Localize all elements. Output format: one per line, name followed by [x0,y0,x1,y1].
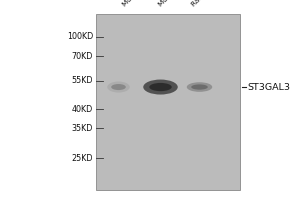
Text: 100KD: 100KD [67,32,93,41]
Text: Mouse heart: Mouse heart [158,0,194,8]
Text: 25KD: 25KD [71,154,93,163]
Text: ST3GAL3: ST3GAL3 [248,83,290,92]
Text: 40KD: 40KD [72,105,93,114]
Ellipse shape [187,82,212,92]
Ellipse shape [149,83,172,91]
Ellipse shape [143,80,178,95]
Text: 35KD: 35KD [72,124,93,133]
Text: Rat liver: Rat liver [190,0,216,8]
Text: Mouse skeletal muscle: Mouse skeletal muscle [122,0,184,8]
Ellipse shape [107,82,130,93]
Ellipse shape [111,84,126,90]
Bar [96,14,240,190]
Text: 55KD: 55KD [71,76,93,85]
Ellipse shape [191,84,208,90]
Text: 70KD: 70KD [72,52,93,61]
